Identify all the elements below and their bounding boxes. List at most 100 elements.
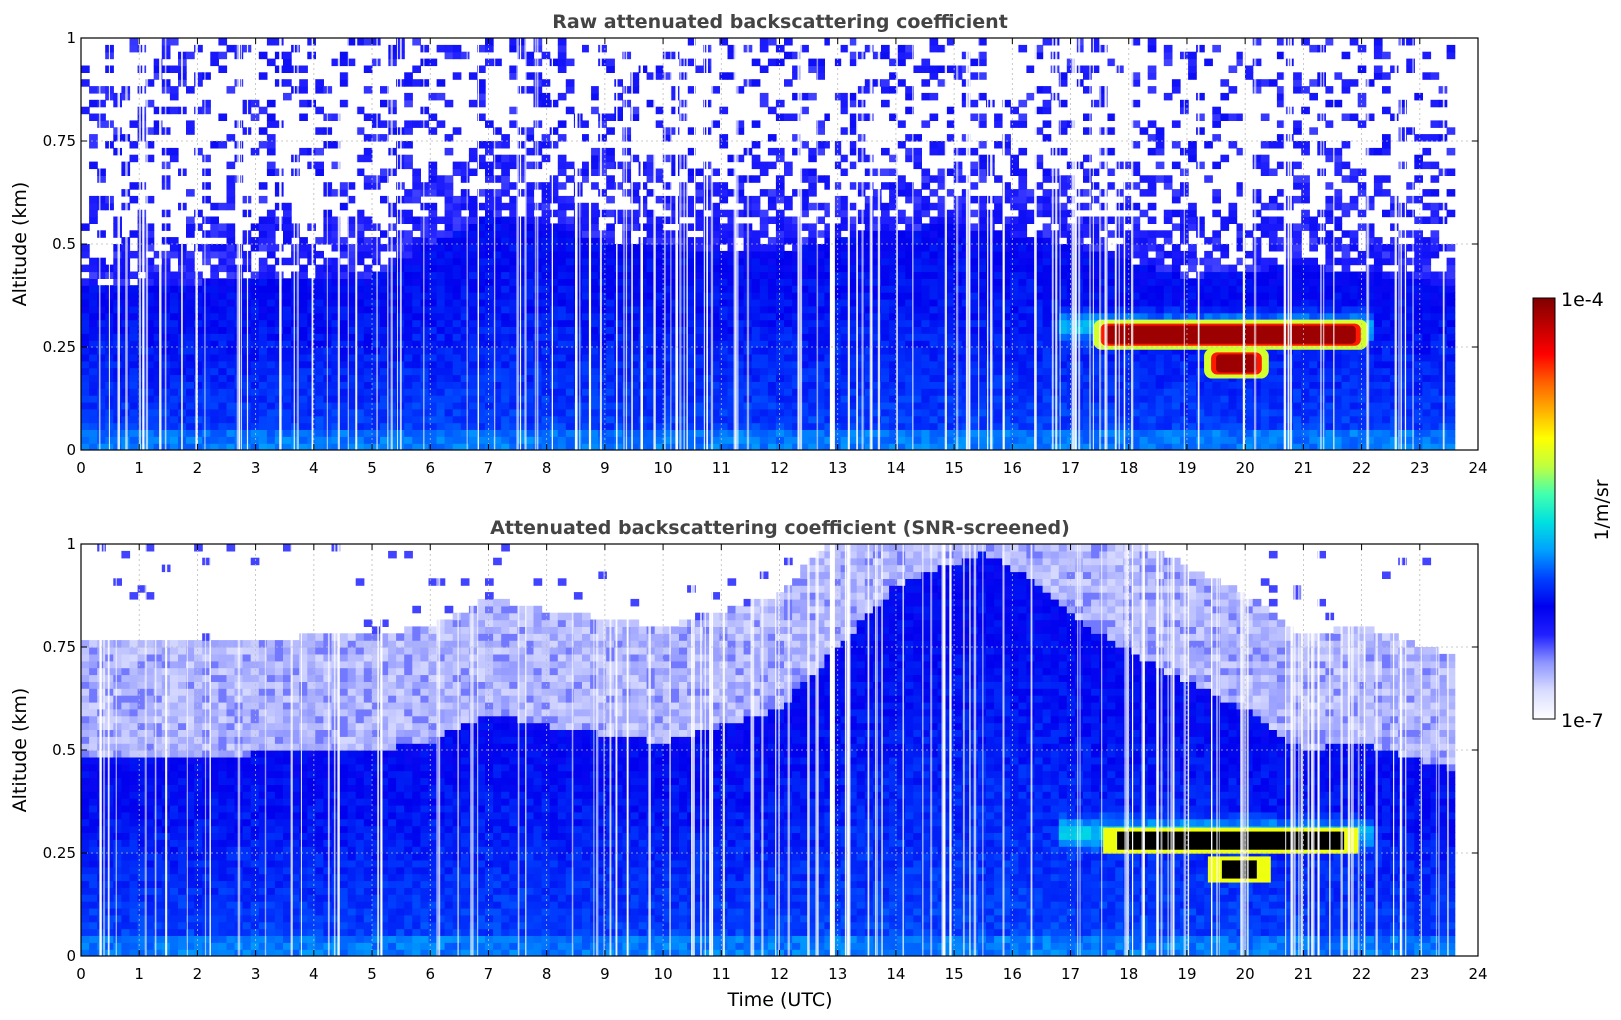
heatmap-cell: [897, 353, 906, 362]
heatmap-cell: [719, 292, 729, 300]
heatmap-cell: [291, 381, 300, 389]
heatmap-cell: [711, 189, 720, 197]
heatmap-cell: [759, 333, 769, 341]
heatmap-cell: [719, 401, 729, 410]
heatmap-cell: [711, 292, 720, 300]
heatmap-cell: [816, 230, 825, 238]
heatmap-cell: [1034, 209, 1044, 218]
heatmap-cell: [1002, 347, 1011, 355]
heatmap-cell: [137, 250, 147, 259]
heatmap-cell: [137, 360, 147, 369]
heatmap-cell: [784, 237, 793, 245]
heatmap-cell: [444, 147, 454, 156]
heatmap-cell: [436, 326, 446, 334]
heatmap-cell: [460, 340, 470, 348]
heatmap-cell: [614, 319, 623, 327]
heatmap-cell: [266, 381, 276, 389]
heatmap-cell: [339, 415, 349, 424]
heatmap-cell: [565, 271, 575, 279]
heatmap-cell: [792, 285, 801, 293]
heatmap-cell: [549, 312, 559, 321]
heatmap-cell: [695, 209, 704, 218]
heatmap-cell: [864, 182, 874, 190]
heatmap-cell: [735, 436, 745, 444]
heatmap-cell: [662, 244, 672, 252]
heatmap-cell: [792, 305, 801, 314]
heatmap-cell: [404, 161, 413, 170]
heatmap-cell: [800, 408, 809, 417]
heatmap-cell: [1026, 305, 1036, 314]
heatmap-cell: [687, 292, 696, 300]
heatmap-cell: [735, 367, 745, 376]
heatmap-cell: [501, 388, 510, 396]
heatmap-cell: [646, 223, 656, 231]
heatmap-cell: [339, 436, 349, 444]
heatmap-cell: [792, 271, 801, 279]
heatmap-cell: [775, 367, 785, 376]
heatmap-cell: [945, 168, 955, 176]
heatmap-cell: [598, 237, 607, 245]
heatmap-cell: [816, 271, 825, 279]
heatmap-cell: [711, 326, 720, 334]
heatmap-cell: [420, 223, 430, 231]
heatmap-cell: [485, 147, 494, 156]
heatmap-cell: [598, 353, 607, 362]
heatmap-cell: [420, 257, 430, 266]
heatmap-cell: [299, 264, 308, 273]
heatmap-cell: [557, 443, 567, 450]
heatmap-cell: [1042, 209, 1052, 218]
heatmap-cell: [816, 250, 825, 259]
heatmap-cell: [590, 360, 599, 369]
heatmap-cell: [929, 326, 939, 334]
heatmap-cell: [921, 436, 931, 444]
heatmap-cell: [913, 395, 922, 403]
heatmap-cell: [905, 319, 914, 327]
heatmap-cell: [945, 388, 955, 396]
heatmap-cell: [460, 298, 470, 307]
heatmap-cell: [921, 408, 931, 417]
heatmap-cell: [929, 237, 939, 245]
heatmap-cell: [800, 175, 809, 183]
heatmap-cell: [404, 422, 413, 430]
panel-raw-title: Raw attenuated backscattering coefficien…: [552, 11, 1008, 33]
heatmap-cell: [452, 230, 462, 238]
heatmap-cell: [477, 44, 486, 53]
heatmap-cell: [444, 250, 454, 259]
heatmap-cell: [808, 182, 817, 190]
heatmap-cell: [1002, 250, 1011, 259]
heatmap-cell: [565, 250, 575, 259]
heatmap-cell: [824, 298, 834, 307]
heatmap-cell: [347, 182, 357, 190]
heatmap-cell: [654, 374, 664, 382]
heatmap-cell: [897, 415, 906, 424]
heatmap-cell: [800, 168, 809, 176]
heatmap-cell: [751, 415, 761, 424]
heatmap-cell: [347, 388, 357, 396]
heatmap-cell: [606, 278, 615, 286]
heatmap-cell: [541, 79, 551, 87]
heatmap-cell: [129, 285, 139, 293]
heatmap-cell: [711, 250, 720, 259]
heatmap-cell: [856, 278, 866, 286]
heatmap-cell: [137, 347, 147, 355]
heatmap-cell: [606, 401, 615, 410]
heatmap-cell: [137, 298, 147, 307]
heatmap-cell: [258, 360, 268, 369]
heatmap-cell: [420, 189, 430, 197]
heatmap-cell: [89, 209, 98, 218]
heatmap-cell: [460, 278, 470, 286]
heatmap-cell: [937, 292, 947, 300]
heatmap-cell: [380, 326, 389, 334]
heatmap-cell: [186, 51, 195, 60]
heatmap-cell: [573, 230, 583, 238]
heatmap-cell: [848, 147, 858, 156]
heatmap-cell: [194, 319, 203, 327]
heatmap-cell: [218, 230, 228, 238]
heatmap-cell: [654, 408, 664, 417]
heatmap-cell: [315, 381, 324, 389]
heatmap-cell: [565, 79, 575, 87]
heatmap-cell: [1034, 250, 1044, 259]
heatmap-cell: [444, 347, 454, 355]
heatmap-cell: [848, 347, 858, 355]
heatmap-cell: [186, 333, 195, 341]
